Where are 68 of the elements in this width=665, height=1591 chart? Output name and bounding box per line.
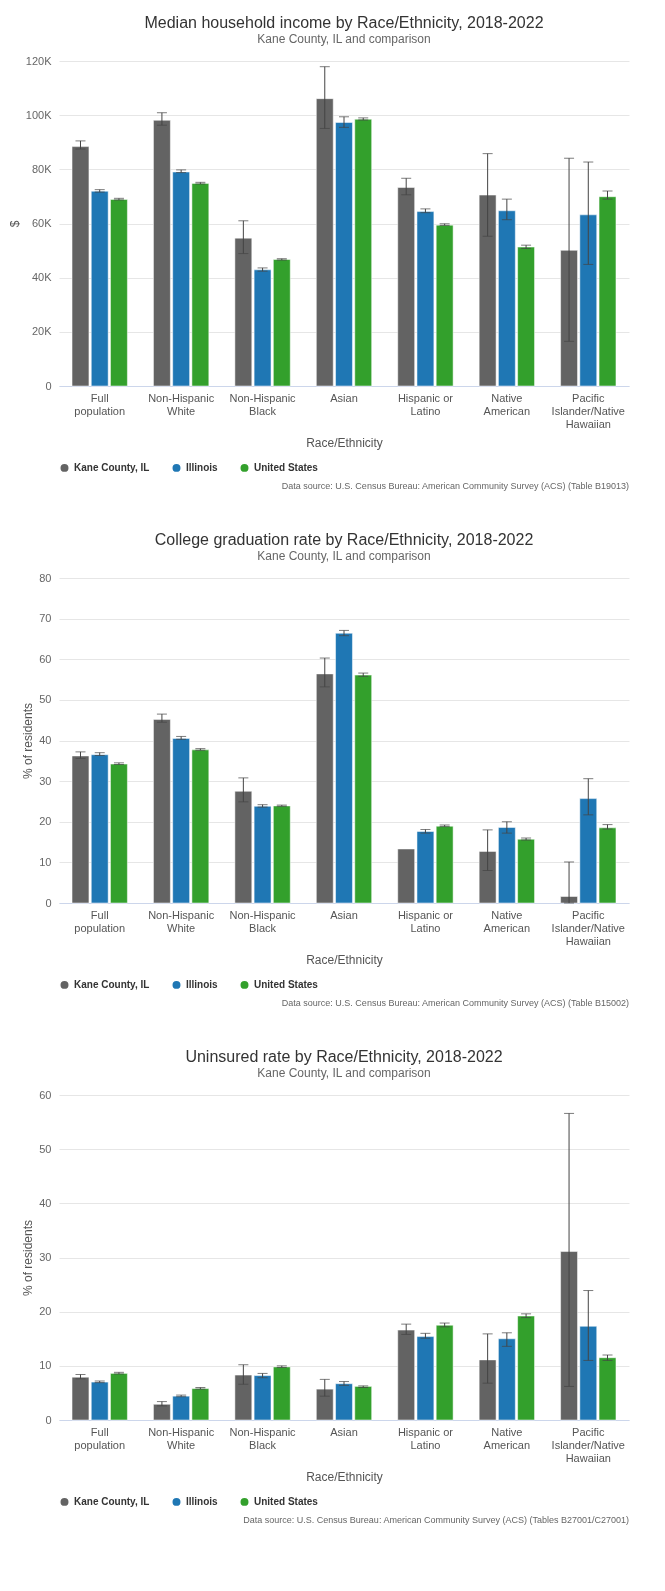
chart-title: Uninsured rate by Race/Ethnicity, 2018-2022 <box>185 1048 503 1065</box>
y-tick-label: 70 <box>39 612 52 625</box>
x-tick-label: Hispanic or Latino <box>397 1425 454 1451</box>
x-tick-label: Native American <box>483 1425 531 1451</box>
y-tick-label: 40 <box>39 734 52 746</box>
legend-label: United States <box>254 1495 319 1507</box>
source-note: Data source: U.S. Census Bureau: American Community Survey (ACS) (Table B19013) <box>281 481 629 491</box>
x-axis-title: Race/Ethnicity <box>306 1469 383 1484</box>
x-tick-label: Non-Hispanic Black <box>229 908 297 934</box>
y-tick-label: 20 <box>39 1305 52 1318</box>
x-tick-label: Hispanic or Latino <box>397 908 454 934</box>
source-note: Data source: U.S. Census Bureau: American Community Survey (ACS) (Tables B27001/C27001) <box>243 1515 629 1525</box>
legend-label: Kane County, IL <box>74 978 150 990</box>
y-tick-label: 50 <box>39 693 52 706</box>
chart-subtitle: Kane County, IL and comparison <box>257 32 431 46</box>
chart-title: Median household income by Race/Ethnicity, 2018-2022 <box>144 14 544 31</box>
legend-label: United States <box>254 978 319 990</box>
y-tick-label: 100K <box>25 108 53 121</box>
legend-label: Illinois <box>186 461 219 473</box>
y-axis-title: % of residents <box>21 702 36 780</box>
x-tick-label: Asian <box>330 1425 358 1438</box>
legend-label: Illinois <box>186 1495 219 1507</box>
y-tick-label: 60 <box>39 652 52 665</box>
legend-label: Kane County, IL <box>74 1495 150 1507</box>
x-tick-label: Native American <box>483 391 531 417</box>
y-tick-label: 10 <box>39 1359 52 1372</box>
y-tick-label: 120K <box>25 54 53 67</box>
source-note: Data source: U.S. Census Bureau: American Community Survey (ACS) (Table B15002) <box>281 998 629 1008</box>
chart-subtitle: Kane County, IL and comparison <box>257 549 431 563</box>
y-tick-label: 0 <box>45 896 52 909</box>
y-tick-label: 30 <box>39 1251 52 1263</box>
y-tick-label: 80 <box>39 571 52 584</box>
y-axis-title: % of residents <box>21 1219 36 1297</box>
legend-label: United States <box>254 461 319 473</box>
y-tick-label: 20K <box>31 325 53 338</box>
y-tick-label: 60K <box>31 217 53 229</box>
y-tick-label: 0 <box>45 1413 52 1426</box>
chart-subtitle: Kane County, IL and comparison <box>257 1066 431 1080</box>
x-tick-label: Hispanic or Latino <box>397 391 454 417</box>
y-tick-label: 20 <box>39 815 52 828</box>
chart-title: College graduation rate by Race/Ethnicity, 2018-2022 <box>154 531 534 548</box>
x-axis-title: Race/Ethnicity <box>306 952 383 967</box>
x-tick-label: Non-Hispanic Black <box>229 391 297 417</box>
x-tick-label: Non-Hispanic White <box>148 1425 215 1451</box>
legend-label: Illinois <box>186 978 219 990</box>
y-tick-label: 50 <box>39 1142 52 1155</box>
x-tick-label: Pacific Islander/Native Hawaiian <box>551 908 625 947</box>
x-tick-label: Full population <box>74 908 126 934</box>
y-tick-label: 0 <box>45 379 52 392</box>
y-tick-label: 10 <box>39 855 52 868</box>
y-axis-title: $ <box>7 220 22 228</box>
x-tick-label: Non-Hispanic White <box>148 908 215 934</box>
y-tick-label: 80K <box>31 162 53 175</box>
x-tick-label: Native American <box>483 908 531 934</box>
y-tick-label: 40 <box>39 1196 52 1209</box>
x-tick-label: Full population <box>74 1425 126 1451</box>
x-tick-label: Full population <box>74 391 126 417</box>
x-tick-label: Non-Hispanic Black <box>229 1425 297 1451</box>
legend-label: Kane County, IL <box>74 461 150 473</box>
x-tick-label: Non-Hispanic White <box>148 391 215 417</box>
x-tick-label: Asian <box>330 908 358 921</box>
x-tick-label: Pacific Islander/Native Hawaiian <box>551 391 625 430</box>
x-axis-title: Race/Ethnicity <box>306 435 383 450</box>
y-tick-label: 60 <box>39 1088 52 1101</box>
y-tick-label: 30 <box>39 774 52 787</box>
x-tick-label: Asian <box>330 391 358 404</box>
x-tick-label: Pacific Islander/Native Hawaiian <box>551 1425 625 1464</box>
y-tick-label: 40K <box>31 271 53 284</box>
